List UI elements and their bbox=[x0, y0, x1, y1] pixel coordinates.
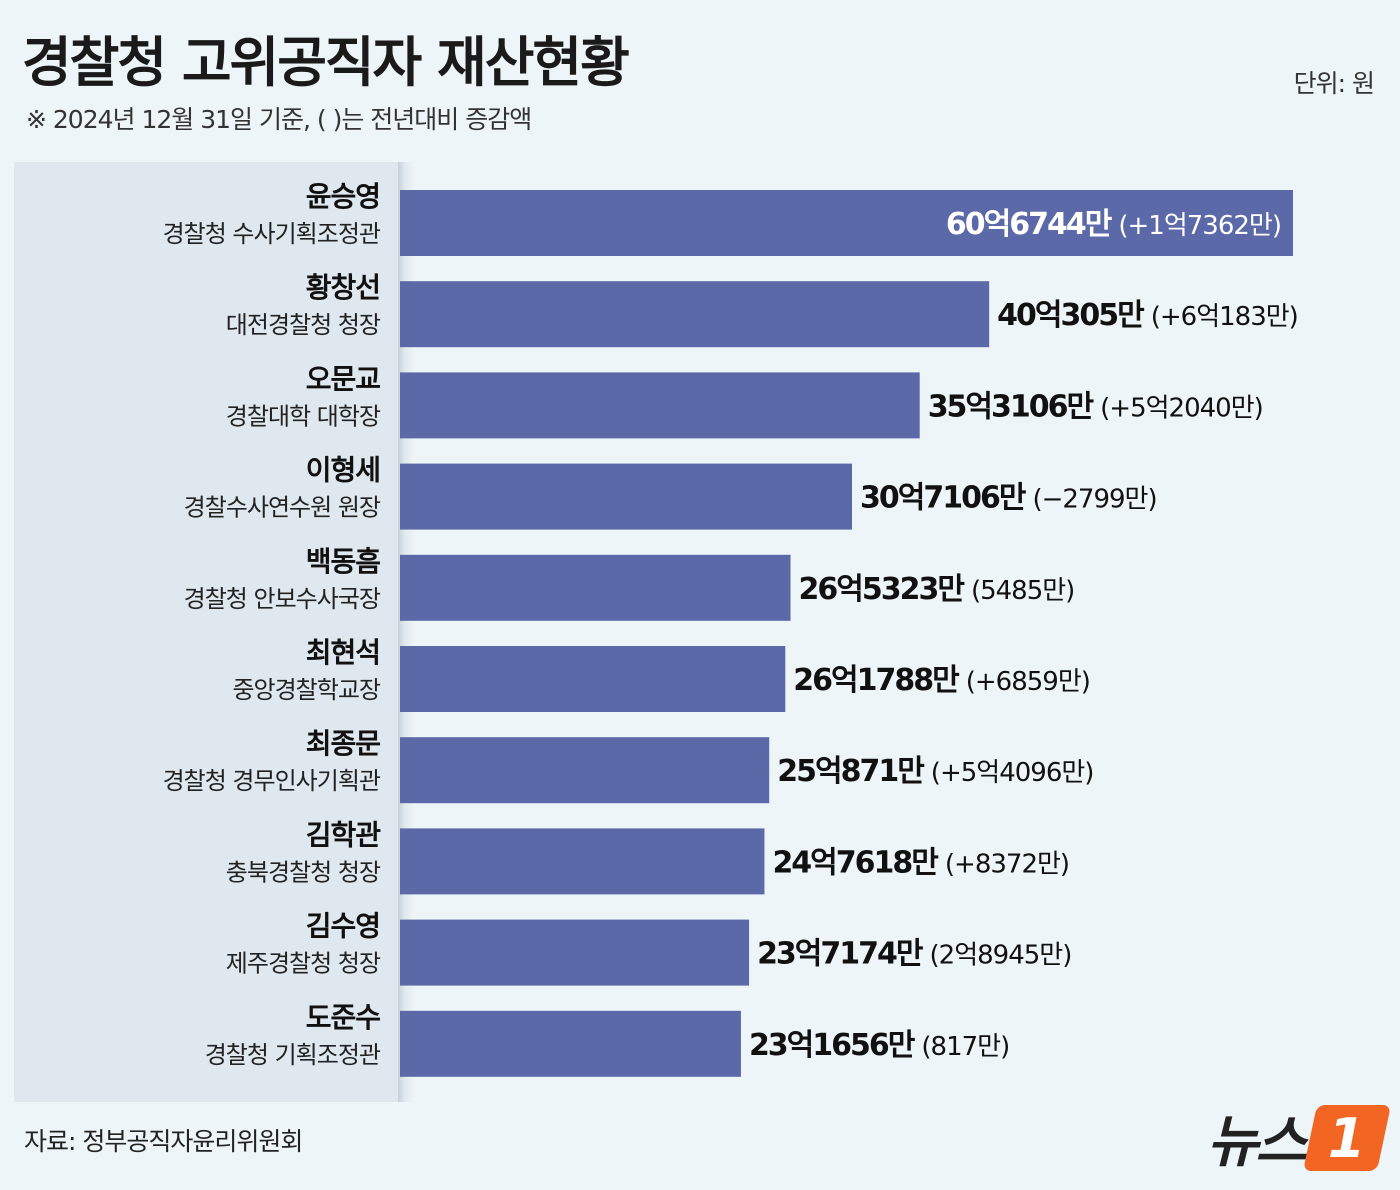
category-name: 황창선 bbox=[306, 271, 380, 304]
category-position: 경찰수사연수원 원장 bbox=[184, 494, 381, 522]
category-name: 오문교 bbox=[306, 362, 381, 395]
change-label: (817만) bbox=[921, 1032, 1009, 1062]
category-name: 백동흠 bbox=[306, 545, 381, 578]
news1-logo: 뉴스 1 bbox=[1206, 1097, 1392, 1178]
category-position: 대전경찰청 청장 bbox=[226, 311, 381, 339]
logo-badge-icon: 1 bbox=[1302, 1104, 1392, 1171]
page-title: 경찰청 고위공직자 재산현황 bbox=[22, 31, 630, 94]
logo-text: 뉴스 bbox=[1206, 1110, 1307, 1175]
category-position: 충북경찰청 청장 bbox=[226, 858, 381, 886]
data-label: 26억5323만 (5485만) bbox=[798, 572, 1074, 607]
change-label: (+6859만) bbox=[966, 667, 1090, 697]
value-label: 30억7106만 bbox=[860, 481, 1027, 516]
data-label: 26억1788만 (+6859만) bbox=[793, 663, 1090, 698]
value-label: 40억305만 bbox=[997, 298, 1145, 333]
change-label: (−2799만) bbox=[1032, 485, 1156, 515]
change-label: (+5억4096만) bbox=[931, 758, 1094, 788]
change-label: (+1억7362만) bbox=[1118, 211, 1281, 241]
source-note: 자료: 정부공직자윤리위원회 bbox=[24, 1127, 303, 1156]
value-label: 23억1656만 bbox=[749, 1028, 916, 1063]
bar bbox=[400, 737, 770, 804]
value-label: 26억1788만 bbox=[793, 663, 960, 698]
category-name: 이형세 bbox=[306, 454, 380, 487]
category-position: 경찰청 기획조정관 bbox=[205, 1041, 381, 1069]
value-label: 60억6744만 bbox=[946, 207, 1113, 242]
category-name: 윤승영 bbox=[306, 180, 380, 213]
category-position: 경찰청 안보수사국장 bbox=[184, 585, 381, 613]
value-label: 23억7174만 bbox=[757, 937, 924, 972]
data-label: 23억7174만 (2억8945만) bbox=[757, 937, 1071, 972]
logo-badge-label: 1 bbox=[1328, 1106, 1366, 1169]
category-name: 도준수 bbox=[306, 1001, 381, 1034]
bar bbox=[400, 190, 1293, 256]
category-name: 김학관 bbox=[306, 818, 382, 851]
category-position: 경찰대학 대학장 bbox=[226, 402, 381, 430]
value-label: 35억3106만 bbox=[928, 389, 1095, 424]
data-label: 30억7106만 (−2799만) bbox=[860, 481, 1157, 516]
change-label: (+5억2040만) bbox=[1100, 393, 1263, 423]
bar bbox=[400, 828, 765, 895]
bar bbox=[400, 554, 791, 621]
change-label: (+6억183만) bbox=[1151, 302, 1298, 332]
value-label: 26억5323만 bbox=[798, 572, 965, 607]
bar bbox=[400, 281, 990, 348]
category-position: 경찰청 수사기획조정관 bbox=[163, 220, 381, 248]
label-panel bbox=[14, 162, 398, 1102]
bar bbox=[400, 646, 786, 712]
data-label: 25억871만 (+5억4096만) bbox=[777, 754, 1093, 789]
value-label: 25억871만 bbox=[777, 754, 925, 789]
data-label: 40억305만 (+6억183만) bbox=[997, 298, 1298, 333]
chart-subtitle: ※ 2024년 12월 31일 기준, ( )는 전년대비 증감액 bbox=[26, 105, 532, 134]
category-name: 최현석 bbox=[306, 636, 380, 669]
category-name: 최종문 bbox=[306, 727, 381, 760]
bar bbox=[400, 1010, 741, 1077]
category-name: 김수영 bbox=[306, 910, 380, 943]
value-label: 24억7618만 bbox=[772, 845, 939, 880]
unit-label: 단위: 원 bbox=[1293, 69, 1375, 98]
change-label: (2억8945만) bbox=[930, 941, 1072, 971]
data-label: 24억7618만 (+8372만) bbox=[772, 845, 1069, 880]
category-position: 제주경찰청 청장 bbox=[226, 950, 381, 978]
category-position: 중앙경찰학교장 bbox=[232, 676, 380, 704]
change-label: (+8372만) bbox=[945, 849, 1069, 879]
bar bbox=[400, 463, 852, 530]
bar bbox=[400, 919, 750, 986]
change-label: (5485만) bbox=[971, 576, 1074, 606]
category-position: 경찰청 경무인사기획관 bbox=[163, 767, 381, 795]
data-label: 60억6744만 (+1억7362만) bbox=[946, 207, 1281, 242]
bar bbox=[400, 372, 920, 439]
data-label: 35억3106만 (+5억2040만) bbox=[928, 389, 1263, 424]
data-label: 23억1656만 (817만) bbox=[749, 1028, 1009, 1063]
